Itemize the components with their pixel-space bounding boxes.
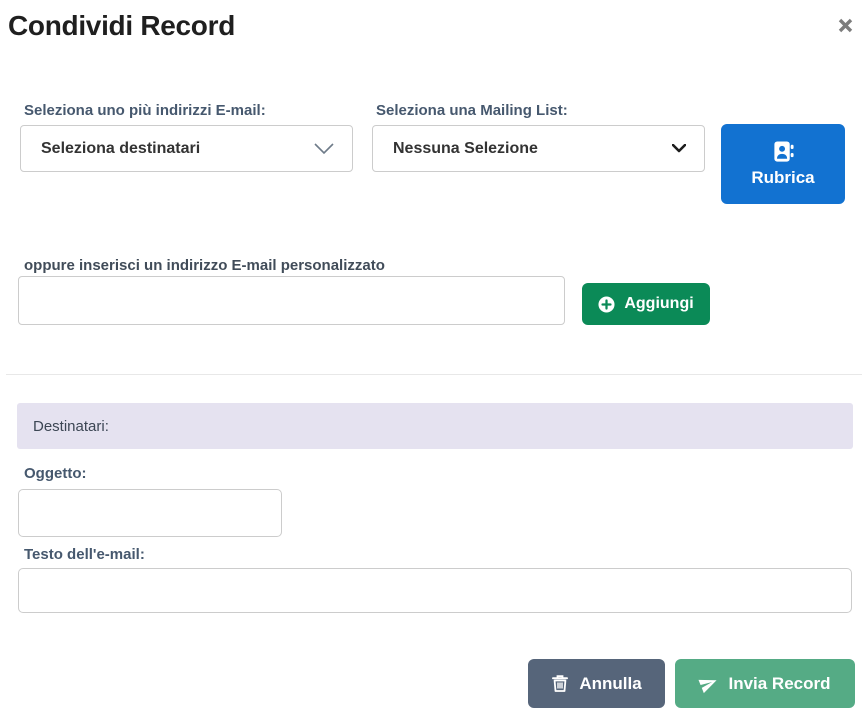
send-record-button-label: Invia Record <box>728 673 831 693</box>
address-book-icon <box>772 140 795 163</box>
email-body-input[interactable] <box>18 568 852 613</box>
email-recipients-dropdown-value: Seleziona destinatari <box>41 139 201 157</box>
page-title: Condividi Record <box>8 10 235 41</box>
plus-circle-icon <box>598 295 615 313</box>
add-email-button-label: Aggiungi <box>624 295 694 312</box>
mailing-list-select-label: Seleziona una Mailing List: <box>376 102 568 119</box>
close-icon <box>838 18 853 33</box>
mailing-list-select-value: Nessuna Selezione <box>393 139 538 157</box>
close-button[interactable] <box>834 14 856 36</box>
email-recipients-dropdown[interactable]: Seleziona destinatari <box>20 125 353 172</box>
custom-email-input[interactable] <box>18 276 565 325</box>
rubrica-button-label: Rubrica <box>751 168 815 187</box>
cancel-button[interactable]: Annulla <box>528 659 665 708</box>
subject-input[interactable] <box>18 489 282 537</box>
section-divider <box>6 374 862 375</box>
trash-icon <box>551 674 569 693</box>
add-email-button[interactable]: Aggiungi <box>582 283 710 325</box>
rubrica-button[interactable]: Rubrica <box>721 124 845 204</box>
recipients-bar: Destinatari: <box>17 403 853 449</box>
custom-email-label: oppure inserisci un indirizzo E-mail per… <box>24 257 385 274</box>
chevron-down-icon <box>314 142 334 155</box>
subject-label: Oggetto: <box>24 465 87 482</box>
mailing-list-select[interactable]: Nessuna Selezione <box>372 125 705 172</box>
email-select-label: Seleziona uno più indirizzi E-mail: <box>24 102 266 119</box>
email-body-label: Testo dell'e-mail: <box>24 546 145 563</box>
paper-plane-icon <box>697 671 722 696</box>
chevron-down-icon <box>672 144 686 153</box>
recipients-bar-label: Destinatari: <box>33 417 109 435</box>
cancel-button-label: Annulla <box>579 673 642 693</box>
send-record-button[interactable]: Invia Record <box>675 659 855 708</box>
